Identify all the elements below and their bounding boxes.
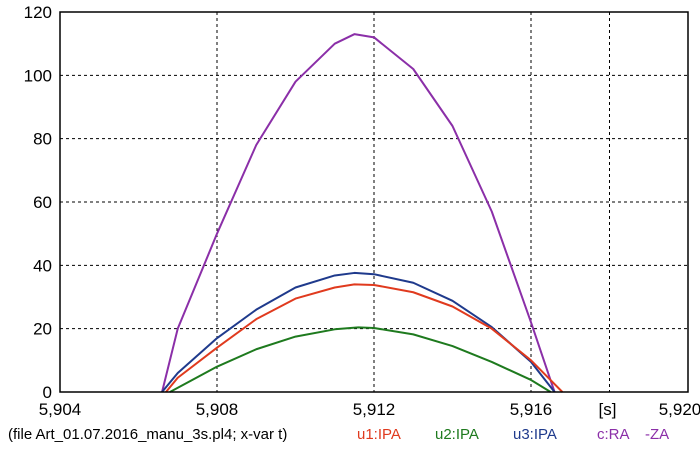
y-tick-label: 80 bbox=[33, 130, 52, 149]
legend-u2-ipa: u2:IPA bbox=[435, 426, 479, 443]
series-line-c-ra-za bbox=[161, 33, 556, 393]
y-tick-label: 120 bbox=[24, 3, 52, 22]
y-tick-label: 60 bbox=[33, 193, 52, 212]
legend-u3-ipa: u3:IPA bbox=[513, 426, 557, 443]
series-line-u2-ipa bbox=[169, 326, 552, 393]
series-lines bbox=[161, 33, 564, 393]
x-axis-tick-labels: 5,904 5,908 5,912 5,916 5,920 bbox=[39, 400, 700, 419]
grid-lines bbox=[60, 12, 688, 392]
x-tick-label: 5,908 bbox=[196, 400, 239, 419]
y-tick-label: 0 bbox=[43, 383, 52, 402]
plot-frame bbox=[59, 11, 689, 393]
y-axis-tick-labels: 0 20 40 60 80 100 120 bbox=[24, 3, 52, 402]
series-line-u3-ipa bbox=[161, 271, 556, 393]
x-tick-label: 5,904 bbox=[39, 400, 82, 419]
y-tick-label: 20 bbox=[33, 320, 52, 339]
x-tick-label: 5,920 bbox=[659, 400, 700, 419]
series-line-u1-ipa bbox=[165, 283, 564, 393]
legend-u1-ipa: u1:IPA bbox=[357, 426, 401, 443]
x-tick-label: 5,912 bbox=[353, 400, 396, 419]
legend-c-ra: c:RA bbox=[597, 426, 630, 443]
y-tick-label: 100 bbox=[24, 66, 52, 85]
file-label: (file Art_01.07.2016_manu_3s.pl4; x-var … bbox=[8, 426, 288, 443]
y-tick-label: 40 bbox=[33, 256, 52, 275]
x-axis-unit: [s] bbox=[599, 400, 617, 419]
legend-za: -ZA bbox=[645, 426, 670, 443]
x-tick-label: 5,916 bbox=[510, 400, 553, 419]
